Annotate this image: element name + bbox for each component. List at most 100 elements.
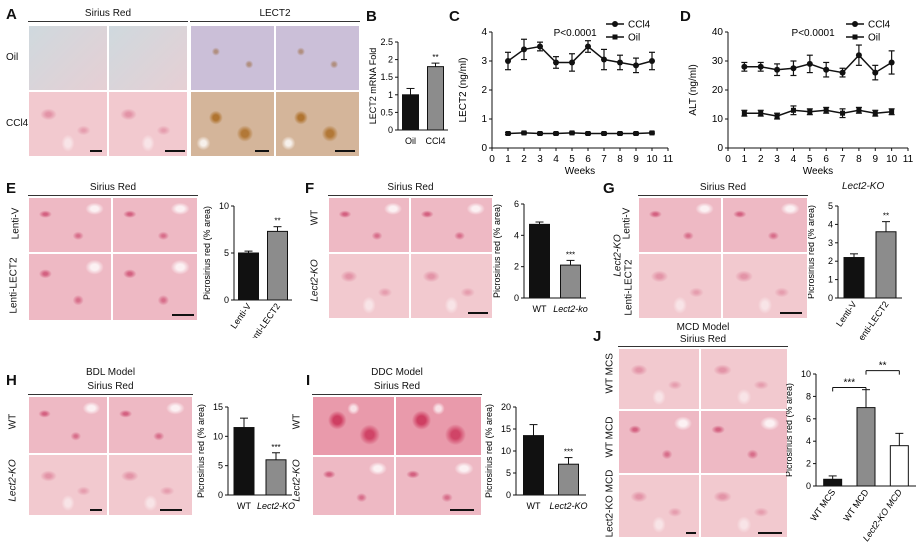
header-rule — [328, 195, 493, 196]
y-axis-label: Picrosirius red (% area) — [808, 205, 816, 299]
y-tick-label: 40 — [712, 27, 724, 38]
x-tick-label: 10 — [646, 154, 658, 165]
bar — [843, 257, 865, 299]
significance-marker: ** — [432, 53, 438, 62]
panel-label-d: D — [680, 8, 691, 25]
y-tick-label: 30 — [712, 56, 724, 67]
y-tick-label: 0 — [388, 125, 393, 135]
panel-label-a: A — [6, 6, 17, 23]
x-tick-label: 1 — [742, 154, 748, 165]
x-tick-label: 0 — [489, 154, 495, 165]
scale-bar — [90, 509, 102, 511]
y-tick-label: 15 — [213, 402, 223, 412]
data-point — [839, 69, 846, 76]
scale-bar — [468, 312, 488, 314]
x-tick-label: 11 — [663, 154, 674, 165]
y-tick-label: 10 — [712, 114, 724, 125]
y-tick-label: 0 — [506, 490, 511, 500]
scale-bar — [450, 509, 474, 511]
x-tick-label: 6 — [585, 154, 591, 165]
row-label-wt: WT — [7, 413, 19, 430]
data-point — [888, 59, 895, 66]
y-tick-label: 5 — [828, 201, 833, 211]
panel-a-header-lect2: LECT2 — [259, 8, 291, 19]
x-tick-label: Lect2-ko — [553, 304, 588, 314]
panel-e-header: Sirius Red — [89, 182, 137, 193]
row-label-lect2-ko: Lect2-KO — [291, 459, 303, 502]
y-tick-label: 1 — [481, 114, 487, 125]
micrograph-tile — [395, 456, 482, 516]
y-tick-label: 4 — [514, 230, 519, 240]
row-label-ccl4: CCl4 — [6, 118, 29, 129]
micrograph-tile — [618, 410, 700, 474]
micrograph-tile — [700, 410, 788, 474]
x-tick-label: 8 — [856, 154, 862, 165]
micrograph-tile — [410, 197, 493, 253]
x-axis-label: Weeks — [565, 166, 595, 177]
series-line — [744, 54, 893, 74]
bar — [427, 66, 444, 131]
y-tick-label: 0 — [717, 143, 723, 154]
y-tick-label: 15 — [501, 424, 511, 434]
y-tick-label: 4 — [806, 436, 811, 446]
significance-marker: *** — [566, 250, 575, 259]
x-tick-label: WT — [527, 501, 541, 511]
micrograph-tile — [112, 197, 198, 253]
micrograph-tile — [410, 253, 493, 319]
data-point — [758, 110, 764, 116]
bar — [523, 435, 544, 496]
chart-g-title: Lect2-KO — [842, 181, 885, 192]
y-tick-label: 3 — [481, 56, 487, 67]
y-tick-label: 3 — [828, 238, 833, 248]
y-tick-label: 6 — [514, 199, 519, 209]
data-point — [617, 59, 623, 66]
panel-label-j: J — [593, 328, 602, 345]
panel-g-header: Sirius Red — [699, 182, 747, 193]
x-tick-label: 4 — [791, 154, 797, 165]
bar — [529, 223, 550, 299]
y-tick-label: 1 — [828, 275, 833, 285]
y-tick-label: 10 — [213, 431, 223, 441]
data-point — [807, 109, 813, 115]
bar — [402, 94, 419, 131]
legend-marker — [852, 34, 858, 40]
chart-i: 0 5 10 15 20 Picrosirius red (% area) WT Lect2-… — [484, 402, 588, 511]
panel-f-header: Sirius Red — [387, 182, 434, 193]
x-tick-label: Oil — [405, 136, 416, 146]
data-point — [823, 107, 829, 113]
y-tick-label: 2 — [481, 85, 487, 96]
x-tick-label: Lenti-V — [834, 299, 859, 328]
legend-label: CCl4 — [868, 20, 891, 31]
chart-h: 0 5 10 15 Picrosirius red (% area) WT Lect2-KO… — [196, 402, 295, 511]
panel-label-c: C — [449, 8, 460, 25]
data-point — [741, 110, 747, 116]
data-point — [505, 58, 511, 64]
x-tick-label: CCl4 — [425, 136, 445, 146]
data-point — [856, 107, 862, 113]
y-axis-label: LECT2 mRNA Fold — [368, 48, 378, 125]
p-value-annotation: P<0.0001 — [792, 28, 836, 39]
x-tick-label: 9 — [872, 154, 878, 165]
y-tick-label: 8 — [806, 391, 811, 401]
micrograph-tile — [638, 197, 722, 253]
data-point — [601, 131, 607, 136]
data-point — [585, 43, 591, 50]
data-point — [741, 63, 748, 70]
y-tick-label: 10 — [219, 201, 229, 211]
y-tick-label: 5 — [506, 468, 511, 478]
data-point — [601, 56, 607, 63]
bar — [267, 230, 288, 301]
header-rule — [28, 21, 188, 22]
scale-bar — [165, 150, 185, 152]
x-tick-label: Lenti-LECT2 — [853, 299, 890, 340]
y-tick-label: 2 — [388, 55, 393, 65]
significance-marker: ** — [879, 361, 887, 372]
data-point — [649, 130, 655, 136]
row-label-lect2-ko: Lect2-KO — [7, 459, 19, 502]
micrograph-tile — [108, 25, 188, 91]
row-label-lect2-ko: Lect2-KO — [309, 259, 321, 302]
micrograph-tile — [190, 25, 275, 91]
